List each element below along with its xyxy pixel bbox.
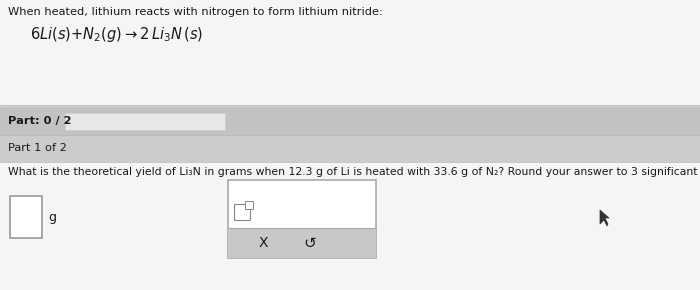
Bar xyxy=(234,204,250,220)
Text: $\mathit{6Li(s)}$$\mathit{ + N_2(g) \rightarrow 2\,Li_3N\,(s)}$: $\mathit{6Li(s)}$$\mathit{ + N_2(g) \rig… xyxy=(30,25,203,44)
Text: Part: 0 / 2: Part: 0 / 2 xyxy=(8,116,71,126)
Text: g: g xyxy=(48,211,56,224)
Bar xyxy=(0,0,700,105)
Bar xyxy=(228,228,376,258)
Bar xyxy=(65,113,225,130)
Text: Part 1 of 2: Part 1 of 2 xyxy=(8,143,67,153)
Text: X: X xyxy=(258,236,267,250)
Bar xyxy=(245,201,253,209)
Bar xyxy=(0,135,700,162)
Bar xyxy=(228,180,376,258)
Bar xyxy=(0,107,700,135)
Bar xyxy=(0,162,700,290)
Text: What is the theoretical yield of Li₃N in grams when 12.3 g of Li is heated with : What is the theoretical yield of Li₃N in… xyxy=(8,167,700,177)
Polygon shape xyxy=(600,210,609,226)
Text: When heated, lithium reacts with nitrogen to form lithium nitride:: When heated, lithium reacts with nitroge… xyxy=(8,7,383,17)
Bar xyxy=(10,196,42,238)
Text: ↺: ↺ xyxy=(304,235,316,251)
